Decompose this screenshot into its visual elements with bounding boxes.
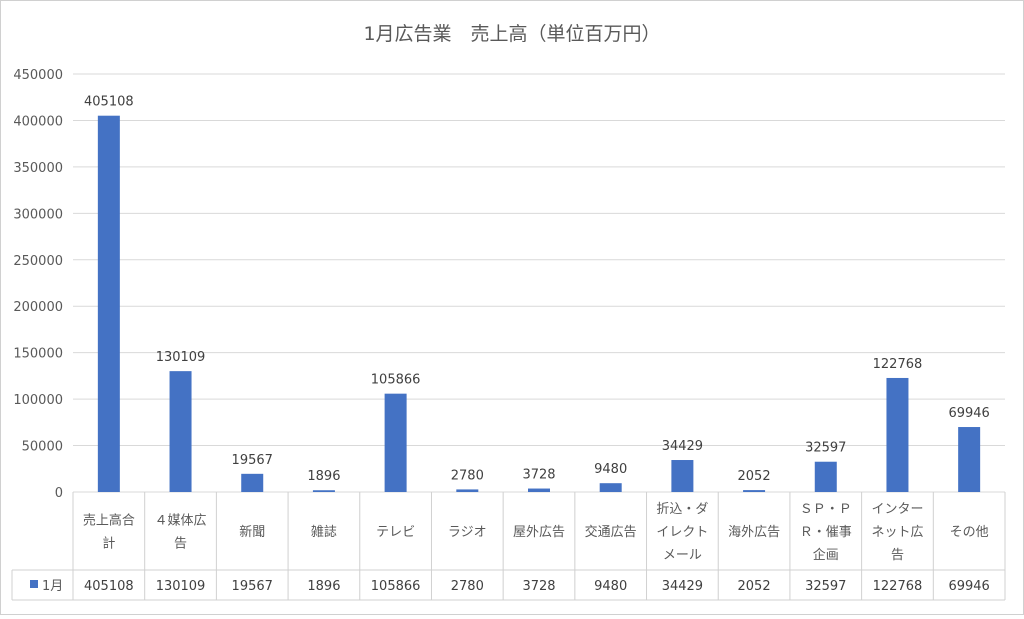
table-value: 2780 xyxy=(451,579,484,594)
bars xyxy=(97,115,981,492)
data-labels: 405108 130109 19567 1896 105866 2780 3728 9480 3… xyxy=(84,95,990,485)
gridlines xyxy=(73,73,1005,493)
data-label: 122768 xyxy=(873,357,923,372)
table-value: 1896 xyxy=(307,579,340,594)
data-label: 3728 xyxy=(522,468,555,483)
category-label: 海外広告 xyxy=(728,525,780,540)
data-label: 405108 xyxy=(84,95,134,110)
bar xyxy=(599,483,622,492)
y-axis-tick-labels: 0 50000 100000 150000 200000 250000 300000 3500… xyxy=(13,68,63,501)
bar xyxy=(886,377,909,492)
category-label: 屋外広告 xyxy=(513,525,565,540)
data-label: 2052 xyxy=(738,469,771,484)
y-tick-label: 150000 xyxy=(13,347,63,362)
bar xyxy=(312,490,335,492)
legend-swatch xyxy=(30,580,38,588)
data-label: 130109 xyxy=(156,350,206,365)
y-tick-label: 100000 xyxy=(13,393,63,408)
y-tick-label: 400000 xyxy=(13,114,63,129)
category-label: ＳＰ・ＰＲ・催事企画 xyxy=(800,502,852,563)
chart-title: 1月広告業 売上高（単位百万円） xyxy=(363,23,660,45)
table-value: 122768 xyxy=(873,579,923,594)
table-value: 34429 xyxy=(662,579,703,594)
bar xyxy=(671,460,694,492)
bar xyxy=(528,488,550,492)
table-value: 32597 xyxy=(805,579,846,594)
data-label: 105866 xyxy=(371,373,421,388)
data-label: 32597 xyxy=(805,441,846,456)
y-tick-label: 250000 xyxy=(13,254,63,269)
y-tick-label: 200000 xyxy=(13,300,63,315)
category-label: 新聞 xyxy=(239,524,265,540)
table-value: 2052 xyxy=(738,579,771,594)
data-label: 9480 xyxy=(594,462,627,477)
bar xyxy=(384,393,407,492)
table-value: 405108 xyxy=(84,579,134,594)
data-label: 19567 xyxy=(232,453,273,468)
category-label: ４媒体広告 xyxy=(155,514,207,552)
bar xyxy=(456,489,479,492)
bar xyxy=(958,427,981,492)
data-label: 1896 xyxy=(307,469,340,484)
category-label: 交通広告 xyxy=(585,524,637,540)
data-label: 34429 xyxy=(662,439,703,454)
category-label: 売上高合計 xyxy=(83,513,135,552)
bar xyxy=(169,371,192,492)
table-value: 9480 xyxy=(594,579,627,594)
category-label: ラジオ xyxy=(448,525,487,540)
data-label: 2780 xyxy=(451,468,484,483)
bar xyxy=(743,490,766,492)
y-tick-label: 300000 xyxy=(13,207,63,222)
bar xyxy=(814,461,837,492)
y-tick-label: 450000 xyxy=(13,68,63,83)
bar xyxy=(241,473,264,492)
data-table: 売上高合計 ４媒体広告 新聞 雑誌 テレビ ラジオ 屋外広告 交通広告 折込・ダイレクトメール 海… xyxy=(11,492,1006,601)
y-tick-label: 50000 xyxy=(22,440,63,455)
y-tick-label: 0 xyxy=(55,486,63,501)
category-label: 雑誌 xyxy=(311,524,337,540)
table-value: 19567 xyxy=(232,579,273,594)
y-tick-label: 350000 xyxy=(13,161,63,176)
table-value: 105866 xyxy=(371,579,421,594)
bar xyxy=(97,115,120,492)
category-label: インターネット広告 xyxy=(871,502,923,563)
table-value: 3728 xyxy=(522,579,555,594)
table-value: 130109 xyxy=(156,579,206,594)
legend-label: 1月 xyxy=(42,579,63,594)
category-label: 折込・ダイレクトメール xyxy=(656,502,708,563)
category-label: その他 xyxy=(950,525,989,540)
table-value: 69946 xyxy=(948,579,989,594)
category-label: テレビ xyxy=(376,525,415,540)
data-label: 69946 xyxy=(948,406,989,421)
